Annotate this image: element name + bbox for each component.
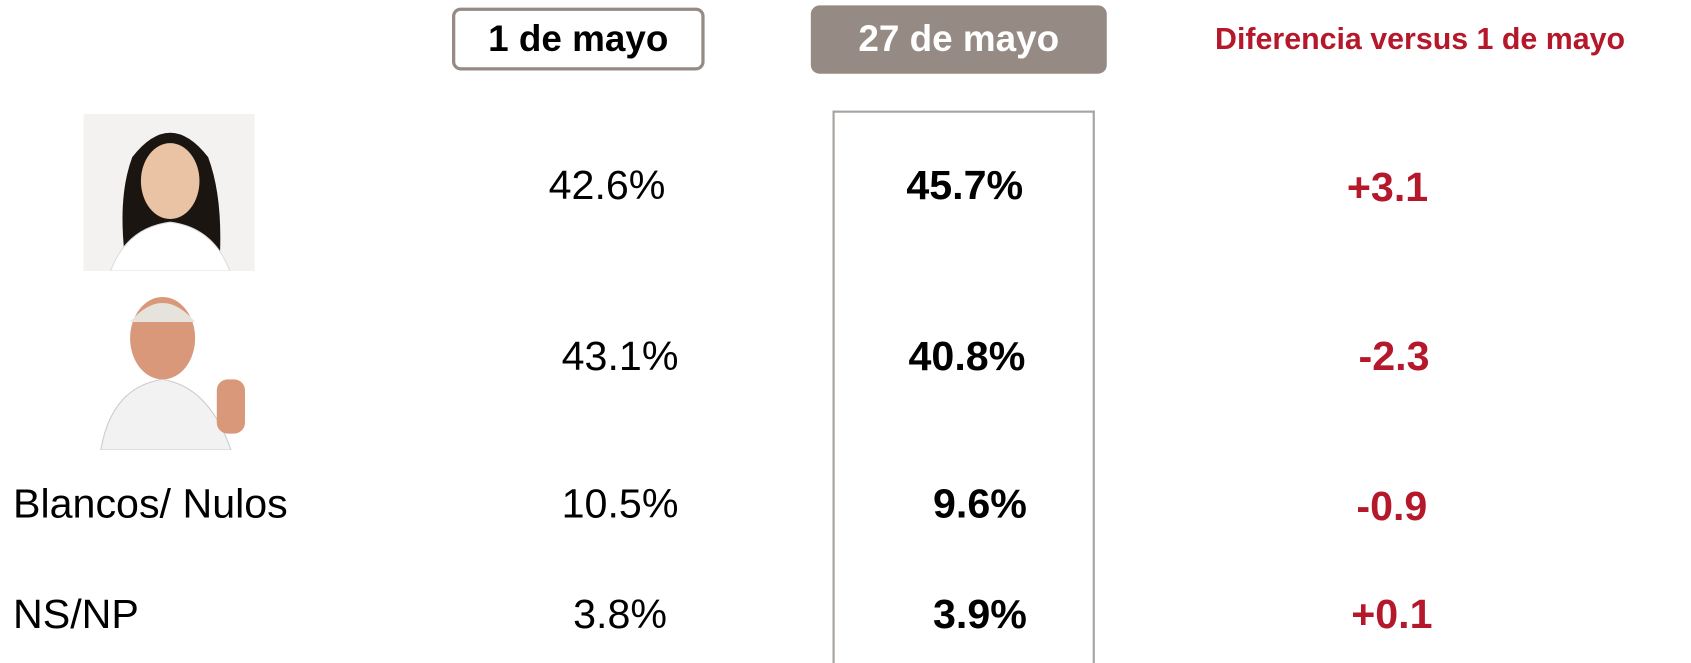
cell: +3.1 — [1346, 165, 1429, 211]
cell: 43.1% — [561, 334, 679, 380]
candidate-photo — [95, 284, 269, 450]
column-header: Diferencia versus 1 de mayo — [1215, 21, 1626, 56]
cell: 40.8% — [908, 334, 1026, 380]
cell: +0.1 — [1351, 592, 1433, 638]
cell: -2.3 — [1358, 334, 1430, 380]
row-label: NS/NP — [13, 592, 139, 638]
cell: -0.9 — [1356, 484, 1428, 530]
cell: 10.5% — [561, 481, 679, 528]
candidate-photo — [83, 113, 255, 271]
row-label: Blancos/ Nulos — [13, 481, 288, 528]
column-header: 27 de mayo — [810, 5, 1107, 74]
cell: 42.6% — [548, 163, 666, 209]
highlight-column — [832, 110, 1095, 663]
cell: 45.7% — [906, 163, 1024, 209]
cell: 3.9% — [932, 592, 1027, 638]
cell: 3.8% — [573, 592, 667, 638]
cell: 9.6% — [932, 481, 1027, 528]
column-header: 1 de mayo — [452, 7, 705, 71]
